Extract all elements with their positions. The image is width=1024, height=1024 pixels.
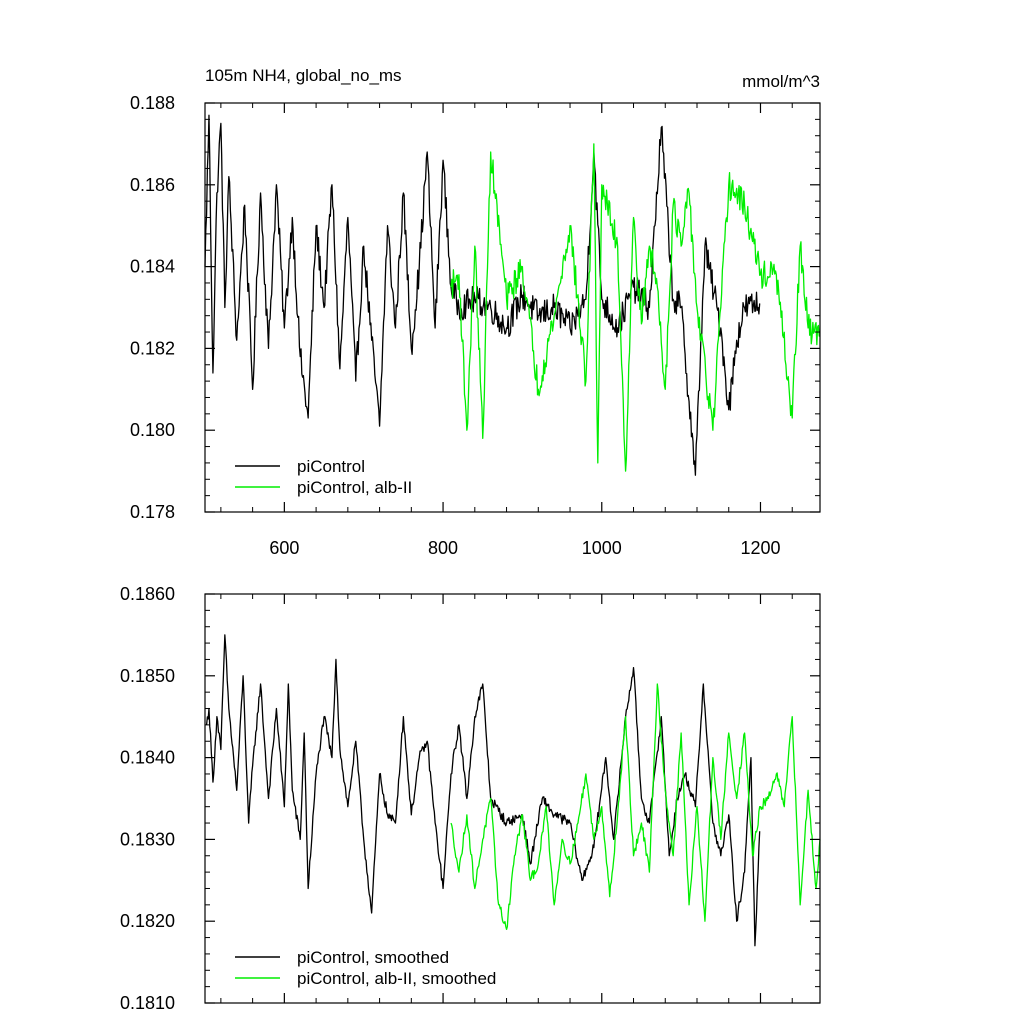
bottom-axes-group: 0.1810 0.1820 0.1830 0.1840 0.1850 0.1860 [120,584,820,1013]
series-line-2 [450,683,821,931]
series-line-1 [205,634,761,947]
legend-label-1: piControl [297,457,365,476]
x-tick-label: 1000 [582,538,622,558]
y-tick-label: 0.1830 [120,829,175,849]
top-legend: piControl piControl, alb-II [235,457,412,497]
y-tick-label: 0.1810 [120,993,175,1013]
series-line-2 [450,143,821,472]
legend-label-2: piControl, alb-II, smoothed [297,969,496,988]
y-tick-label: 0.1860 [120,584,175,604]
top-axes-group: 0.178 0.180 0.182 0.184 0.186 0.188 600 800 1000… [130,93,820,558]
top-series-group [204,114,821,476]
y-tick-label: 0.1850 [120,666,175,686]
y-tick-label: 0.180 [130,420,175,440]
bottom-series-group [205,634,821,947]
y-tick-label: 0.178 [130,502,175,522]
legend-label-1: piControl, smoothed [297,948,449,967]
y-tick-label: 0.1820 [120,911,175,931]
top-panel-title: 105m NH4, global_no_ms [205,66,402,85]
x-tick-label: 1200 [740,538,780,558]
x-tick-label: 800 [428,538,458,558]
bottom-legend: piControl, smoothed piControl, alb-II, sm… [235,948,496,988]
bottom-plot-frame [204,593,821,1004]
y-tick-label: 0.186 [130,175,175,195]
bottom-panel: 0.1810 0.1820 0.1830 0.1840 0.1850 0.1860 piC… [120,584,821,1013]
y-tick-label: 0.184 [130,257,175,277]
series-line-1 [204,114,761,476]
top-plot-frame [204,102,821,513]
y-tick-label: 0.182 [130,338,175,358]
y-tick-label: 0.188 [130,93,175,113]
top-panel-unit-label: mmol/m^3 [742,72,820,91]
top-panel: 105m NH4, global_no_ms mmol/m^3 0.1780.1… [130,66,821,558]
x-tick-label: 600 [269,538,299,558]
legend-label-2: piControl, alb-II [297,478,412,497]
y-tick-label: 0.1840 [120,748,175,768]
